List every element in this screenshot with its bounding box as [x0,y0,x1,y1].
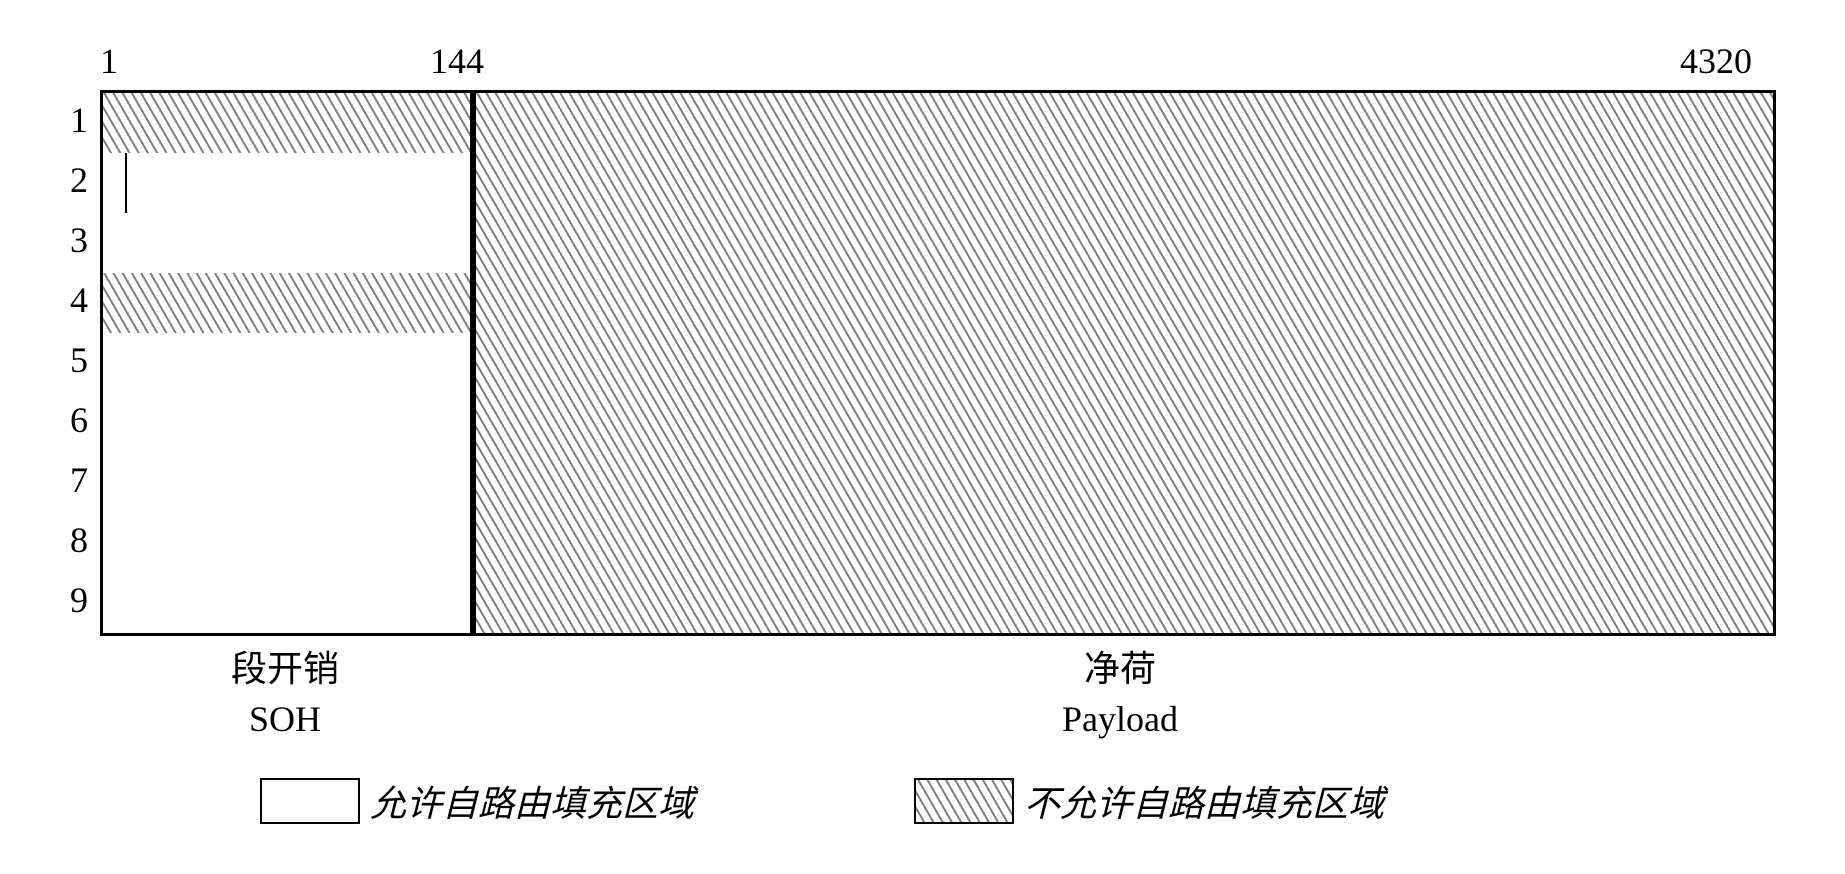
soh-cell [103,273,473,333]
legend-box-white [260,778,360,824]
row-label: 6 [40,390,100,450]
legend-item-not-allowed: 不允许自路由填充区域 [914,775,1384,827]
legend-text-allowed: 允许自路由填充区域 [370,775,694,827]
legend-text-not-allowed: 不允许自路由填充区域 [1024,775,1384,827]
row-label: 2 [40,150,100,210]
soh-payload-divider [473,93,476,633]
legend-box-hatched [914,778,1014,824]
soh-row [103,93,473,155]
soh-cell [103,393,473,453]
soh-cell [103,513,473,573]
bottom-labels: 段开销 SOH 净荷 Payload [100,644,1800,745]
frame-structure [100,90,1776,636]
soh-subcell [103,153,127,213]
col-label-4320: 4320 [1680,40,1752,82]
soh-cell [103,153,473,213]
top-column-labels: 1 144 4320 [100,40,1800,90]
soh-row [103,213,473,275]
payload-label-en: Payload [470,694,1770,744]
soh-row [103,573,473,633]
payload-label-group: 净荷 Payload [470,644,1770,745]
soh-label-group: 段开销 SOH [100,644,470,745]
row-label: 8 [40,510,100,570]
payload-region [476,93,1773,633]
soh-cell [103,213,473,273]
soh-cell [103,453,473,513]
legend-item-allowed: 允许自路由填充区域 [260,775,694,827]
soh-row [103,153,473,215]
frame-wrap: 123456789 [40,90,1800,636]
legend: 允许自路由填充区域 不允许自路由填充区域 [260,775,1800,827]
row-label: 9 [40,570,100,630]
row-label: 1 [40,90,100,150]
col-label-144: 144 [430,40,484,82]
soh-cell [103,333,473,393]
soh-label-cn: 段开销 [100,644,470,694]
row-label: 3 [40,210,100,270]
row-label: 5 [40,330,100,390]
soh-row [103,393,473,455]
soh-label-en: SOH [100,694,470,744]
row-label: 4 [40,270,100,330]
payload-label-cn: 净荷 [470,644,1770,694]
diagram-container: 1 144 4320 123456789 段开销 SOH 净荷 Payload … [40,40,1800,827]
row-label: 7 [40,450,100,510]
soh-row [103,513,473,575]
soh-cell [103,93,473,153]
soh-cell [103,573,473,633]
col-label-1: 1 [100,40,118,82]
soh-row [103,453,473,515]
row-labels: 123456789 [40,90,100,636]
soh-row [103,333,473,395]
soh-row [103,273,473,335]
